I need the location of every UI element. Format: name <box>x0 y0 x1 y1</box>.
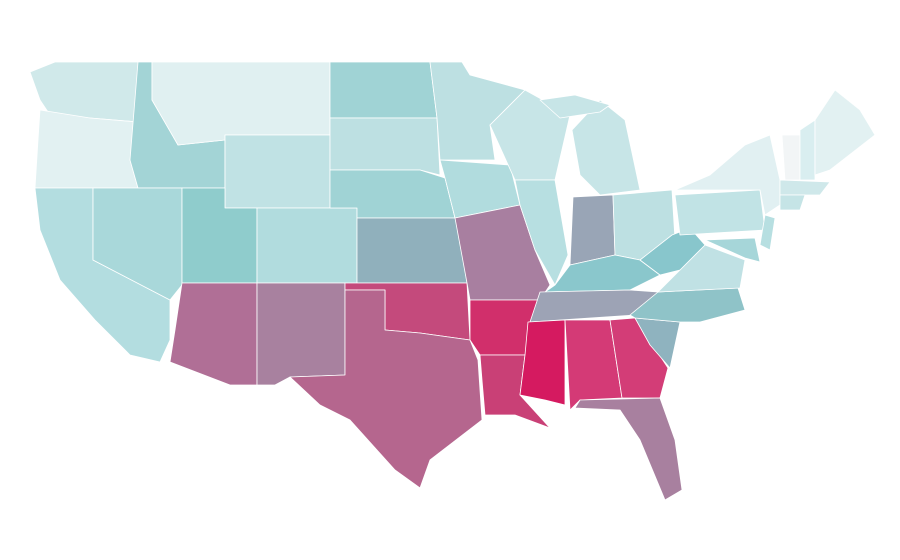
state <box>609 317 669 399</box>
state <box>569 194 616 266</box>
state <box>92 187 183 301</box>
state <box>779 179 831 196</box>
state <box>574 397 683 501</box>
state <box>674 189 766 236</box>
state <box>489 89 571 181</box>
state <box>639 227 706 276</box>
state <box>779 194 806 211</box>
state <box>759 214 776 251</box>
state <box>169 282 258 386</box>
state <box>151 61 331 146</box>
state <box>571 99 641 196</box>
state <box>289 289 483 489</box>
state <box>539 94 611 119</box>
state <box>224 134 331 209</box>
state <box>799 119 816 181</box>
states <box>29 61 876 501</box>
state <box>781 134 801 181</box>
state <box>329 117 441 176</box>
state <box>564 319 623 411</box>
state <box>657 244 746 293</box>
state <box>356 217 468 284</box>
state <box>329 61 438 119</box>
state <box>256 282 346 386</box>
state <box>519 319 566 406</box>
state <box>814 89 876 176</box>
state <box>34 109 139 189</box>
state <box>704 237 761 263</box>
state <box>256 207 358 284</box>
